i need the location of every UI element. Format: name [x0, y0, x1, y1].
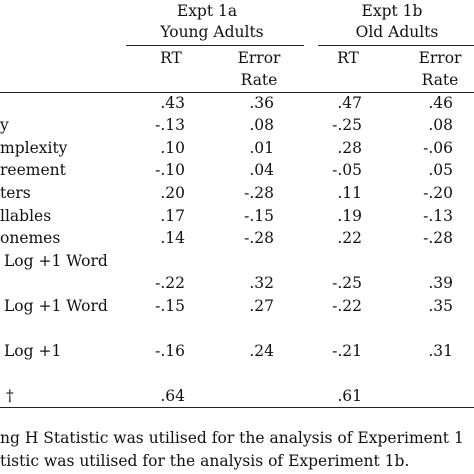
cell-1b-err: .05: [428, 161, 453, 179]
col-header-rate-1a: Rate: [240, 71, 278, 89]
cell-1b-err: -.20: [423, 184, 453, 202]
row-label: Log +1 Word: [4, 297, 108, 315]
cell-1a-err: .32: [249, 274, 274, 292]
cell-1a-rt: -.10: [155, 161, 185, 179]
cell-1b-rt: .22: [337, 229, 362, 247]
cell-1a-rt: -.16: [155, 342, 185, 360]
cell-1b-err: .39: [428, 274, 453, 292]
expt1a-subtitle: Young Adults: [160, 23, 264, 41]
cell-1b-err: .08: [428, 116, 453, 134]
cell-1b-rt: .61: [337, 387, 362, 405]
cell-1b-rt: .28: [337, 139, 362, 157]
row-label: mplexity: [0, 139, 68, 157]
cell-1a-rt: .20: [160, 184, 185, 202]
expt1b-subtitle: Old Adults: [355, 23, 439, 41]
row-label: y: [0, 116, 9, 134]
col-header-error-1b: Error: [418, 49, 462, 67]
cell-1a-err: -.28: [244, 184, 274, 202]
cell-1a-rt: .14: [160, 229, 185, 247]
cell-1b-rt: .19: [337, 207, 362, 225]
cell-1a-rt: .64: [160, 387, 185, 405]
table-bottom-rule: [0, 407, 474, 408]
cell-1a-err: .36: [249, 94, 274, 112]
cell-1b-err: -.28: [423, 229, 453, 247]
cell-1b-err: .31: [428, 342, 453, 360]
header-bottom-rule: [0, 92, 474, 93]
expt1b-header-rule: [318, 45, 474, 46]
cell-1b-err: -.06: [423, 139, 453, 157]
col-header-rt-1b: RT: [337, 49, 359, 67]
cell-1b-err: .46: [428, 94, 453, 112]
row-label: ters: [0, 184, 31, 202]
cell-1a-rt: .10: [160, 139, 185, 157]
cell-1a-err: -.28: [244, 229, 274, 247]
cell-1a-err: .08: [249, 116, 274, 134]
col-header-rt-1a: RT: [160, 49, 182, 67]
cell-1b-rt: -.21: [332, 342, 362, 360]
col-header-rate-1b: Rate: [421, 71, 459, 89]
cell-1a-rt: -.13: [155, 116, 185, 134]
row-label: llables: [0, 207, 52, 225]
row-label: Log +1 Word: [4, 252, 108, 270]
cell-1a-err: .01: [249, 139, 274, 157]
row-label: onemes: [0, 229, 61, 247]
row-label: Log +1: [4, 342, 62, 360]
cell-1a-rt: -.15: [155, 297, 185, 315]
cell-1b-rt: -.05: [332, 161, 362, 179]
cell-1b-rt: .47: [337, 94, 362, 112]
cell-1b-rt: -.25: [332, 274, 362, 292]
col-header-error-1a: Error: [237, 49, 281, 67]
expt1a-header-rule: [126, 45, 304, 46]
row-label: reement: [0, 161, 66, 179]
cell-1a-err: .27: [249, 297, 274, 315]
expt1b-title: Expt 1b: [361, 2, 423, 20]
footnote-line-1: ng H Statistic was utilised for the anal…: [0, 429, 464, 447]
cell-1b-rt: -.25: [332, 116, 362, 134]
cell-1b-err: .35: [428, 297, 453, 315]
cell-1a-err: .04: [249, 161, 274, 179]
cell-1a-rt: -.22: [155, 274, 185, 292]
cell-1b-rt: -.22: [332, 297, 362, 315]
cell-1b-err: -.13: [423, 207, 453, 225]
cell-1a-rt: .17: [160, 207, 185, 225]
cell-1a-err: -.15: [244, 207, 274, 225]
expt1a-title: Expt 1a: [176, 2, 238, 20]
cell-1a-rt: .43: [160, 94, 185, 112]
footnote-line-2: tistic was utilised for the analysis of …: [0, 452, 410, 470]
cell-1a-err: .24: [249, 342, 274, 360]
cell-1b-rt: .11: [337, 184, 362, 202]
row-label: †: [6, 387, 14, 405]
